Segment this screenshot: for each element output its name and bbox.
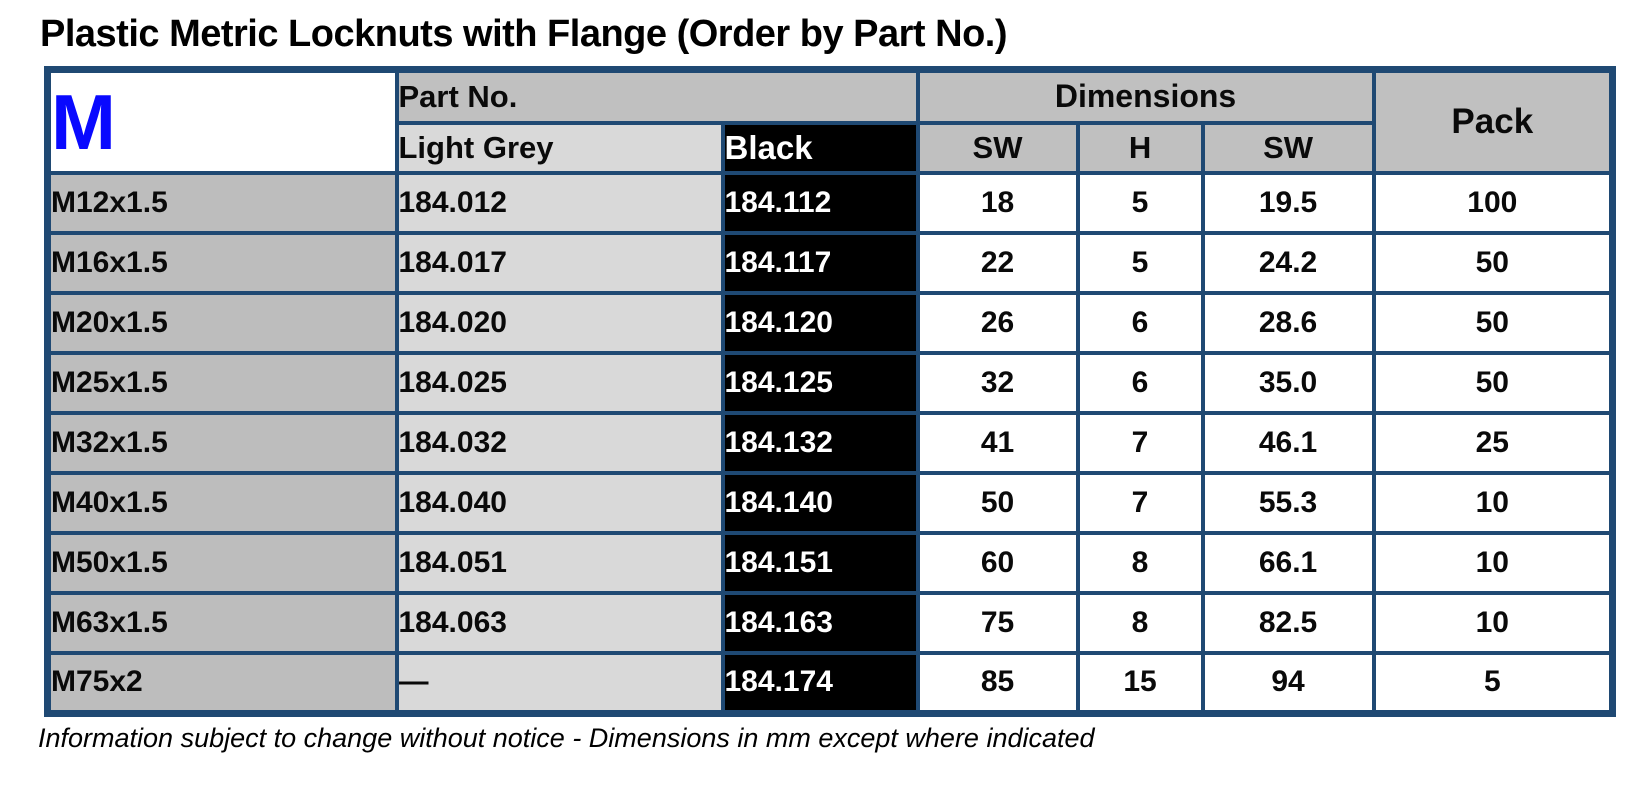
cell-part-light-grey: 184.025 — [394, 351, 725, 416]
cell-h: 5 — [1075, 171, 1205, 236]
cell-pack: 10 — [1371, 471, 1615, 536]
table-row: M16x1.5 184.017 184.117 22 5 24.2 50 — [45, 231, 1615, 296]
cell-sw1: 60 — [915, 531, 1080, 596]
cell-part-black: 184.125 — [720, 351, 920, 416]
thread-series-corner-cell: M — [45, 67, 399, 176]
cell-sw2: 46.1 — [1200, 411, 1376, 476]
cell-h: 7 — [1075, 411, 1205, 476]
table-row: M50x1.5 184.051 184.151 60 8 66.1 10 — [45, 531, 1615, 596]
cell-h: 6 — [1075, 291, 1205, 356]
cell-part-black: 184.140 — [720, 471, 920, 536]
catalog-page: Plastic Metric Locknuts with Flange (Ord… — [0, 12, 1639, 791]
cell-h: 8 — [1075, 591, 1205, 656]
table-row: M20x1.5 184.020 184.120 26 6 28.6 50 — [45, 291, 1615, 356]
cell-sw1: 50 — [915, 471, 1080, 536]
cell-thread-size: M40x1.5 — [45, 471, 399, 536]
cell-part-black: 184.117 — [720, 231, 920, 296]
cell-pack: 50 — [1371, 231, 1615, 296]
cell-thread-size: M32x1.5 — [45, 411, 399, 476]
cell-part-light-grey: — — [394, 651, 725, 716]
cell-thread-size: M25x1.5 — [45, 351, 399, 416]
cell-thread-size: M63x1.5 — [45, 591, 399, 656]
cell-sw2: 55.3 — [1200, 471, 1376, 536]
cell-sw1: 85 — [915, 651, 1080, 716]
cell-part-black: 184.174 — [720, 651, 920, 716]
table-row: M12x1.5 184.012 184.112 18 5 19.5 100 — [45, 171, 1615, 236]
cell-h: 7 — [1075, 471, 1205, 536]
cell-part-light-grey: 184.012 — [394, 171, 725, 236]
cell-sw1: 22 — [915, 231, 1080, 296]
table-row: M75x2 — 184.174 85 15 94 5 — [45, 651, 1615, 716]
cell-sw2: 66.1 — [1200, 531, 1376, 596]
cell-sw2: 19.5 — [1200, 171, 1376, 236]
cell-pack: 25 — [1371, 411, 1615, 476]
cell-sw1: 32 — [915, 351, 1080, 416]
cell-sw2: 28.6 — [1200, 291, 1376, 356]
cell-part-black: 184.163 — [720, 591, 920, 656]
cell-part-light-grey: 184.051 — [394, 531, 725, 596]
cell-sw2: 94 — [1200, 651, 1376, 716]
cell-thread-size: M12x1.5 — [45, 171, 399, 236]
table-header: M Part No. Dimensions Pack Light Grey Bl… — [45, 67, 1615, 176]
locknuts-table: M Part No. Dimensions Pack Light Grey Bl… — [44, 65, 1617, 717]
table-body: M12x1.5 184.012 184.112 18 5 19.5 100 M1… — [45, 171, 1615, 716]
cell-h: 15 — [1075, 651, 1205, 716]
cell-sw1: 75 — [915, 591, 1080, 656]
column-header-h: H — [1075, 121, 1205, 176]
cell-thread-size: M50x1.5 — [45, 531, 399, 596]
column-header-pack: Pack — [1371, 67, 1615, 176]
cell-part-light-grey: 184.020 — [394, 291, 725, 356]
cell-pack: 100 — [1371, 171, 1615, 236]
metric-series-label: M — [51, 77, 116, 166]
cell-pack: 50 — [1371, 351, 1615, 416]
table-row: M32x1.5 184.032 184.132 41 7 46.1 25 — [45, 411, 1615, 476]
table-row: M25x1.5 184.025 184.125 32 6 35.0 50 — [45, 351, 1615, 416]
cell-part-light-grey: 184.063 — [394, 591, 725, 656]
cell-h: 8 — [1075, 531, 1205, 596]
column-header-part-no: Part No. — [394, 67, 920, 126]
cell-thread-size: M16x1.5 — [45, 231, 399, 296]
cell-sw1: 41 — [915, 411, 1080, 476]
footnote: Information subject to change without no… — [38, 722, 1095, 753]
table-row: M40x1.5 184.040 184.140 50 7 55.3 10 — [45, 471, 1615, 536]
column-header-dimensions: Dimensions — [915, 67, 1376, 126]
column-header-black: Black — [720, 121, 920, 176]
column-header-sw2: SW — [1200, 121, 1376, 176]
column-header-sw1: SW — [915, 121, 1080, 176]
cell-pack: 50 — [1371, 291, 1615, 356]
cell-part-black: 184.151 — [720, 531, 920, 596]
cell-sw2: 35.0 — [1200, 351, 1376, 416]
cell-sw2: 82.5 — [1200, 591, 1376, 656]
cell-part-black: 184.132 — [720, 411, 920, 476]
cell-part-light-grey: 184.032 — [394, 411, 725, 476]
cell-part-black: 184.120 — [720, 291, 920, 356]
cell-part-black: 184.112 — [720, 171, 920, 236]
cell-h: 5 — [1075, 231, 1205, 296]
cell-sw2: 24.2 — [1200, 231, 1376, 296]
cell-pack: 5 — [1371, 651, 1615, 716]
cell-sw1: 26 — [915, 291, 1080, 356]
cell-sw1: 18 — [915, 171, 1080, 236]
page-title: Plastic Metric Locknuts with Flange (Ord… — [40, 13, 1008, 55]
cell-thread-size: M20x1.5 — [45, 291, 399, 356]
table-row: M63x1.5 184.063 184.163 75 8 82.5 10 — [45, 591, 1615, 656]
cell-part-light-grey: 184.017 — [394, 231, 725, 296]
cell-h: 6 — [1075, 351, 1205, 416]
cell-pack: 10 — [1371, 531, 1615, 596]
cell-pack: 10 — [1371, 591, 1615, 656]
cell-part-light-grey: 184.040 — [394, 471, 725, 536]
cell-thread-size: M75x2 — [45, 651, 399, 716]
column-header-light-grey: Light Grey — [394, 121, 725, 176]
